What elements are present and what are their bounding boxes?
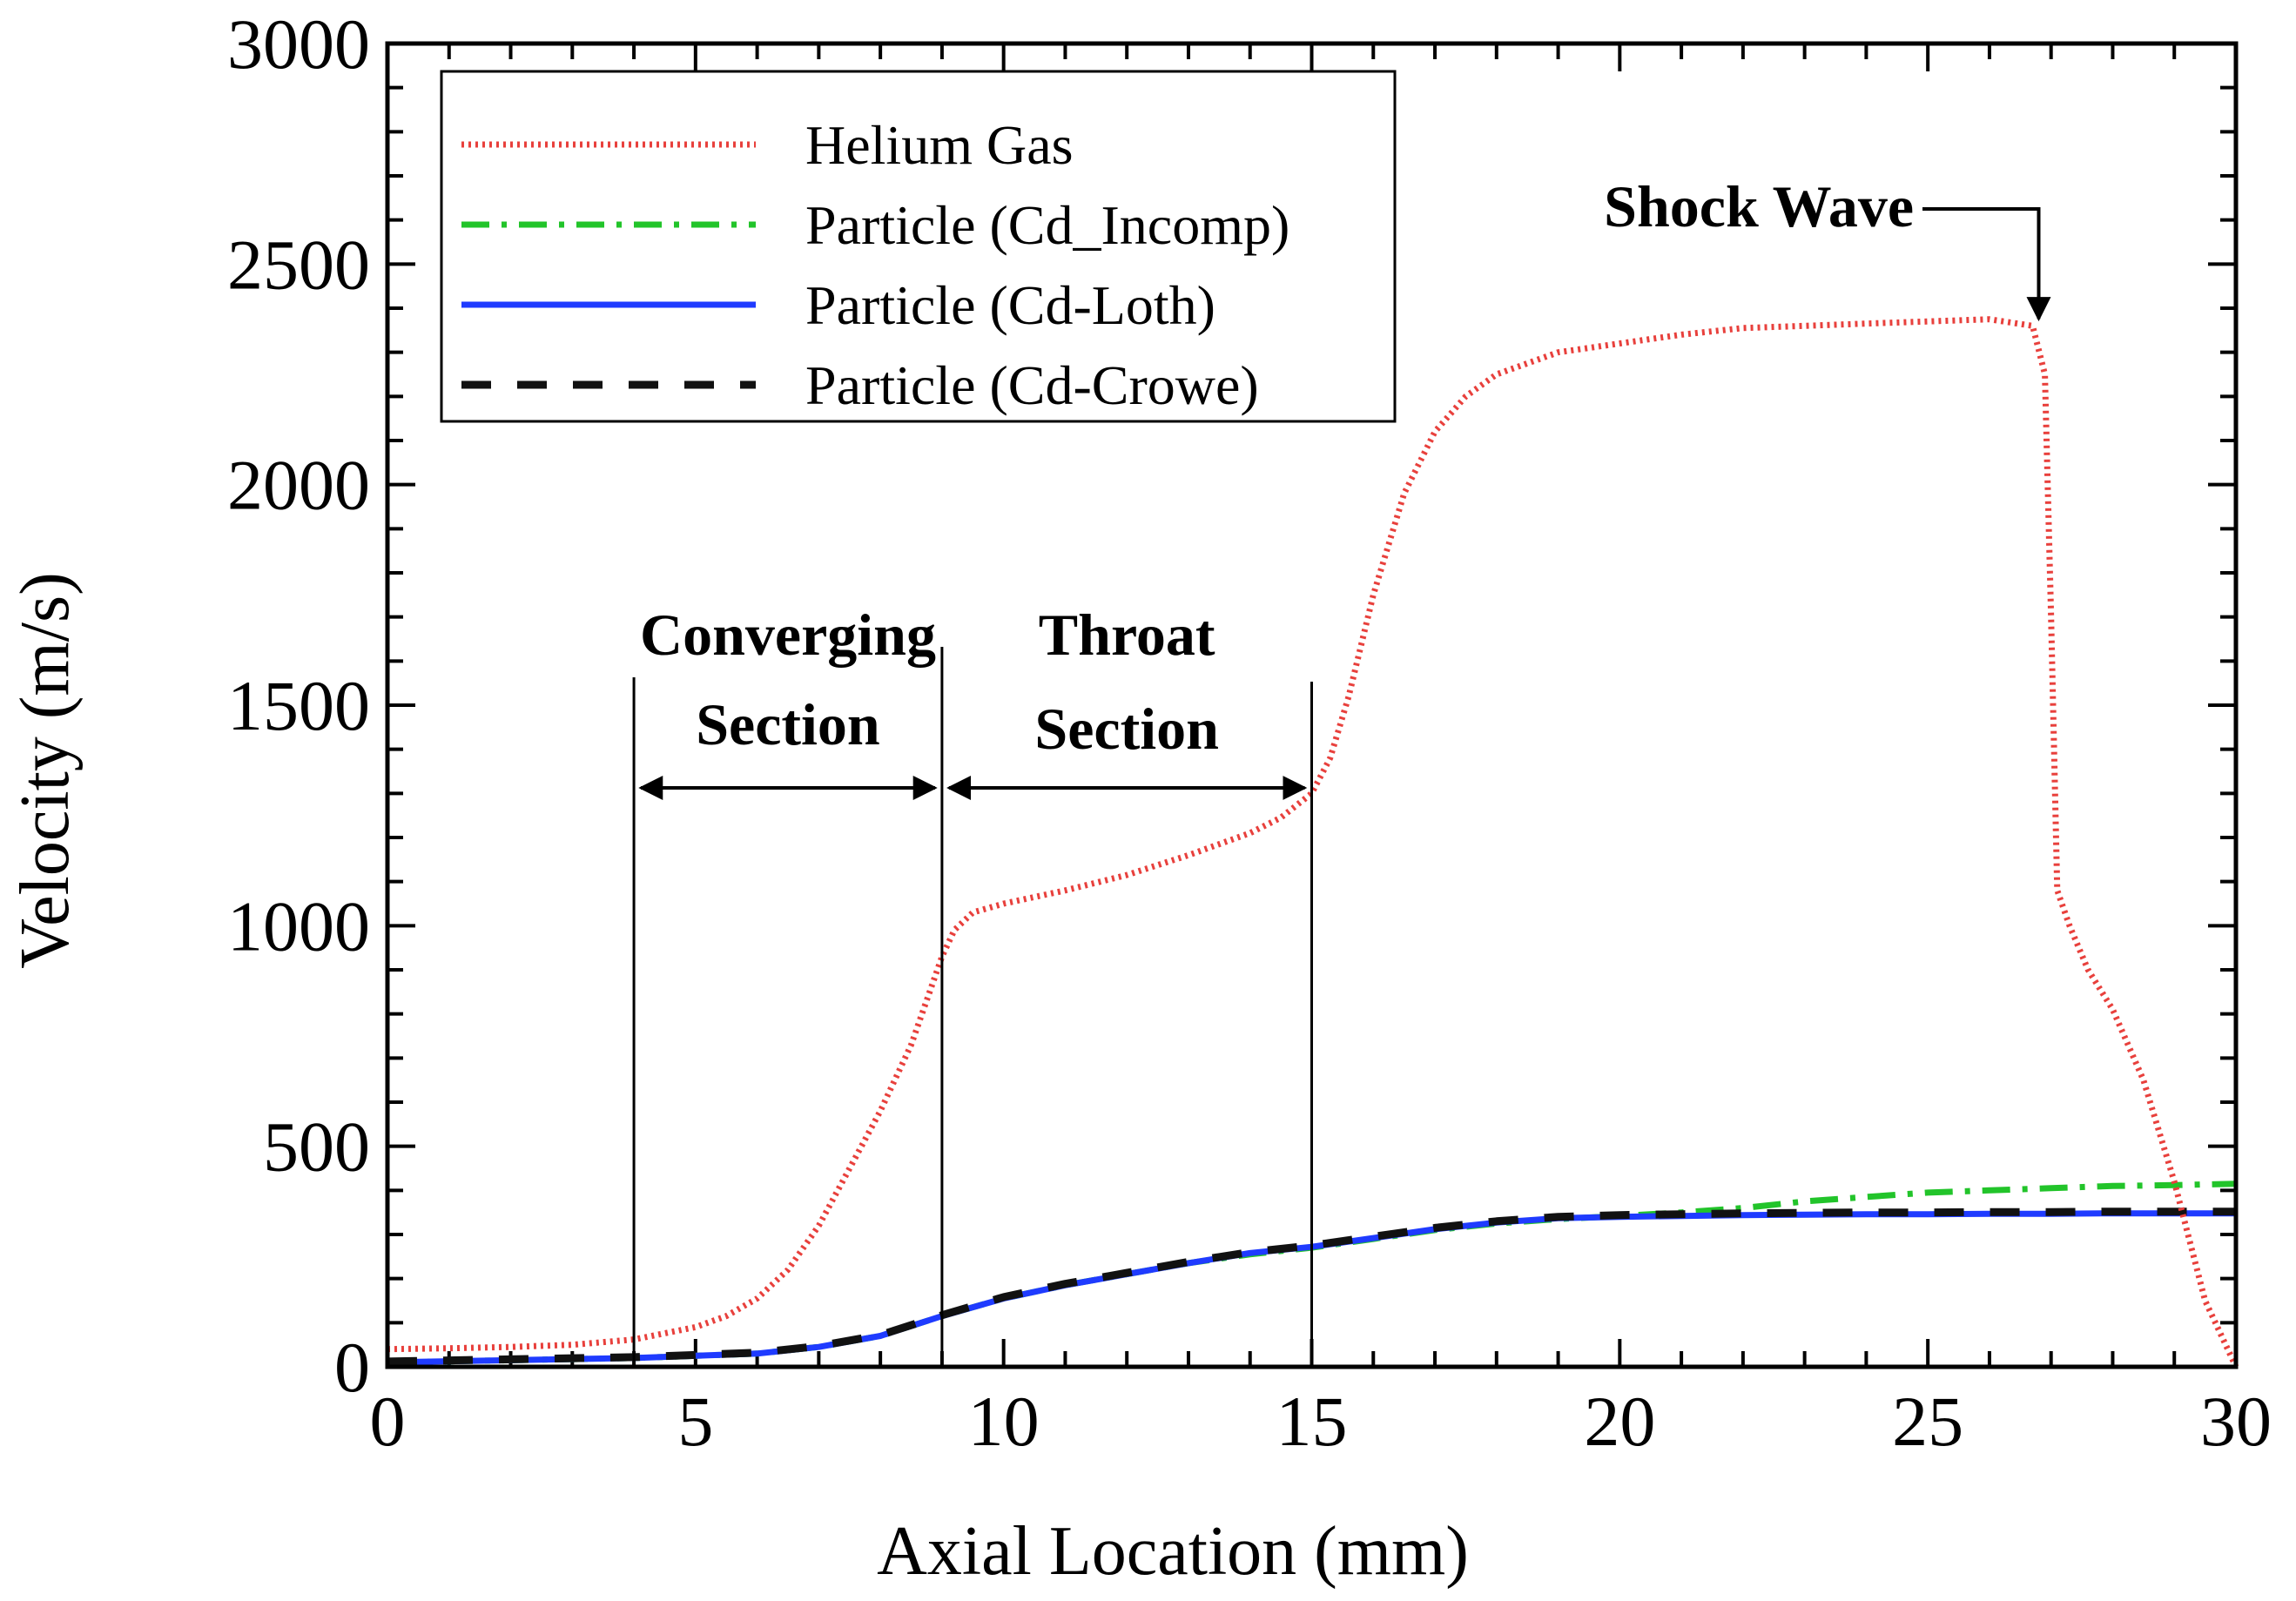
converging-section-label-line1: Converging [640,602,936,668]
x-axis-title: Axial Location (mm) [877,1513,1469,1590]
legend-label-helium-gas: Helium Gas [805,114,1074,176]
y-tick-label: 0 [334,1328,370,1407]
y-tick-label: 1000 [227,886,370,965]
y-axis-ticks: 0 500 1000 1500 2000 2500 3000 [227,4,2236,1407]
y-tick-label: 2000 [227,446,370,525]
x-tick-label: 5 [677,1382,713,1461]
series-group [387,316,2239,1369]
converging-section-label-line2: Section [696,691,880,757]
plot-frame [385,41,2239,1369]
legend-box [440,70,1397,423]
throat-section-label-line2: Section [1034,696,1219,762]
y-tick-label: 3000 [227,4,370,84]
x-tick-label: 20 [1584,1382,1655,1461]
x-tick-label: 30 [2200,1382,2272,1461]
y-tick-label: 1500 [227,666,370,745]
section-annotations [632,647,1313,1367]
series-line-particle-cd-crowe [387,1207,2236,1366]
shock-wave-label: Shock Wave [1604,173,1914,239]
series-line-helium-gas [387,316,2239,1369]
x-tick-label: 0 [370,1382,406,1461]
throat-section-label-line1: Throat [1039,602,1215,668]
legend-label-cd-incomp: Particle (Cd_Incomp) [805,194,1289,256]
y-axis-title: Velocity (m/s) [7,572,84,968]
y-tick-label: 2500 [227,225,370,304]
shock-wave-arrow [1922,207,2051,322]
x-tick-label: 15 [1276,1382,1348,1461]
x-tick-label: 25 [1892,1382,1963,1461]
y-tick-label: 500 [263,1107,370,1187]
x-axis-ticks: 0 5 10 15 20 25 30 [370,44,2272,1461]
legend-label-cd-loth: Particle (Cd-Loth) [805,274,1215,336]
legend-label-cd-crowe: Particle (Cd-Crowe) [805,354,1259,416]
x-tick-label: 10 [968,1382,1040,1461]
legend: Helium Gas Particle (Cd_Incomp) Particle… [440,70,1397,423]
